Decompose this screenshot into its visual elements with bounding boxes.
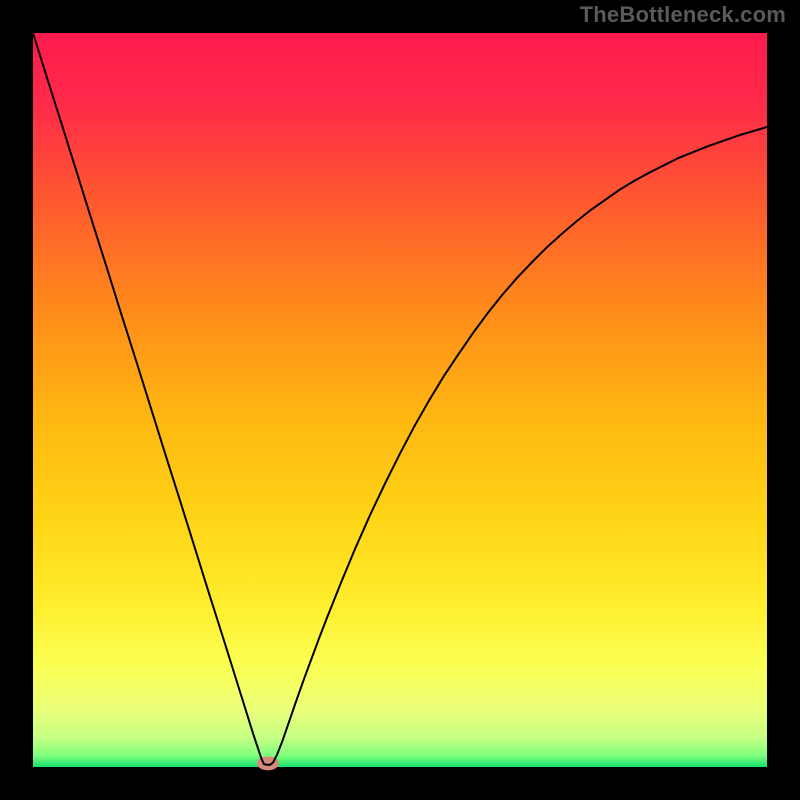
chart-plot-area [33, 33, 767, 767]
chart-svg [0, 0, 800, 800]
bottleneck-chart: TheBottleneck.com [0, 0, 800, 800]
